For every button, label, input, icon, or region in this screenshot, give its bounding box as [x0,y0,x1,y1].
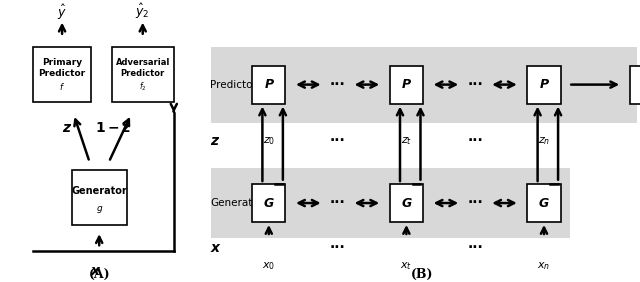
Text: $x_t$: $x_t$ [401,261,412,272]
FancyBboxPatch shape [252,184,285,222]
Text: $\boldsymbol{x}$: $\boldsymbol{x}$ [210,241,222,255]
Text: G: G [401,197,412,210]
Text: Generator: Generator [210,198,263,208]
FancyBboxPatch shape [390,184,423,222]
Text: ···: ··· [467,134,483,148]
FancyBboxPatch shape [211,47,637,123]
FancyBboxPatch shape [211,168,570,238]
Text: $x_n$: $x_n$ [538,261,550,272]
Text: ···: ··· [467,196,483,210]
FancyBboxPatch shape [390,66,423,104]
Text: $\boldsymbol{z}$: $\boldsymbol{z}$ [62,121,72,135]
Text: $\hat{y}_2$: $\hat{y}_2$ [136,2,150,21]
Text: Adversarial
Predictor: Adversarial Predictor [116,58,170,78]
FancyBboxPatch shape [33,47,91,102]
Text: Generator: Generator [71,186,127,196]
Text: ···: ··· [330,134,346,148]
FancyBboxPatch shape [527,184,561,222]
Text: P: P [402,78,411,91]
Text: ···: ··· [330,196,346,210]
Text: $f_2$: $f_2$ [139,81,147,93]
Text: P: P [540,78,548,91]
Text: $z_t$: $z_t$ [401,135,412,147]
Text: $\mathbf{1-z}$: $\mathbf{1-z}$ [95,121,131,135]
Text: $\boldsymbol{x}$: $\boldsymbol{x}$ [90,264,102,278]
Text: ···: ··· [467,78,483,92]
FancyBboxPatch shape [630,66,640,104]
Text: G: G [264,197,274,210]
Text: ···: ··· [467,241,483,255]
Text: $g$: $g$ [95,204,103,215]
Text: Primary
Predictor: Primary Predictor [38,58,86,78]
Text: (A): (A) [88,268,110,281]
FancyBboxPatch shape [252,66,285,104]
Text: G: G [539,197,549,210]
Text: $x_0$: $x_0$ [262,261,275,272]
Text: ···: ··· [330,78,346,92]
Text: ···: ··· [330,241,346,255]
Text: (B): (B) [411,268,434,281]
Text: P: P [264,78,273,91]
Text: Predictor: Predictor [210,80,257,90]
FancyBboxPatch shape [111,47,174,102]
Text: $\hat{y}$: $\hat{y}$ [57,3,67,22]
Text: $z_0$: $z_0$ [262,135,275,147]
FancyBboxPatch shape [72,170,127,225]
FancyBboxPatch shape [527,66,561,104]
Text: $f$: $f$ [59,81,65,92]
Text: $\boldsymbol{z}$: $\boldsymbol{z}$ [210,134,220,148]
Text: $z_n$: $z_n$ [538,135,550,147]
